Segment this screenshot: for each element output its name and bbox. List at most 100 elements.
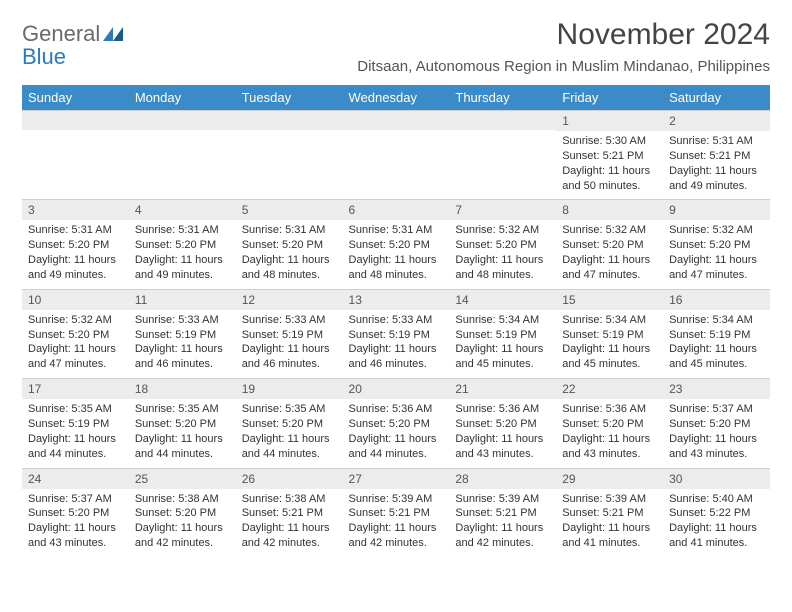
- sunset-line: Sunset: 5:21 PM: [242, 506, 337, 521]
- daynum: 9: [663, 199, 770, 220]
- sunset-line: Sunset: 5:20 PM: [349, 417, 444, 432]
- calendar-row: 1Sunrise: 5:30 AMSunset: 5:21 PMDaylight…: [22, 110, 770, 199]
- daynum: 17: [22, 378, 129, 399]
- sunrise-line: Sunrise: 5:31 AM: [135, 223, 230, 238]
- weekday-header: Sunday: [22, 85, 129, 110]
- daynum: 20: [343, 378, 450, 399]
- day-info: Sunrise: 5:34 AMSunset: 5:19 PMDaylight:…: [556, 310, 663, 378]
- sunrise-line: Sunrise: 5:37 AM: [28, 492, 123, 507]
- calendar-cell: 27Sunrise: 5:39 AMSunset: 5:21 PMDayligh…: [343, 468, 450, 557]
- title-block: November 2024 Ditsaan, Autonomous Region…: [357, 18, 770, 83]
- daynum: 7: [449, 199, 556, 220]
- calendar-cell: 24Sunrise: 5:37 AMSunset: 5:20 PMDayligh…: [22, 468, 129, 557]
- calendar-head: SundayMondayTuesdayWednesdayThursdayFrid…: [22, 85, 770, 110]
- daynum: 10: [22, 289, 129, 310]
- daylight-line: Daylight: 11 hours and 42 minutes.: [455, 521, 550, 551]
- sunset-line: Sunset: 5:20 PM: [28, 506, 123, 521]
- daylight-line: Daylight: 11 hours and 42 minutes.: [349, 521, 444, 551]
- weekday-header: Friday: [556, 85, 663, 110]
- daylight-line: Daylight: 11 hours and 44 minutes.: [135, 432, 230, 462]
- sunset-line: Sunset: 5:20 PM: [28, 238, 123, 253]
- day-info: Sunrise: 5:31 AMSunset: 5:20 PMDaylight:…: [236, 220, 343, 288]
- sunset-line: Sunset: 5:21 PM: [349, 506, 444, 521]
- day-info: Sunrise: 5:39 AMSunset: 5:21 PMDaylight:…: [449, 489, 556, 557]
- sunset-line: Sunset: 5:19 PM: [135, 328, 230, 343]
- day-info: Sunrise: 5:34 AMSunset: 5:19 PMDaylight:…: [449, 310, 556, 378]
- weekday-header: Monday: [129, 85, 236, 110]
- calendar-row: 3Sunrise: 5:31 AMSunset: 5:20 PMDaylight…: [22, 199, 770, 288]
- sunrise-line: Sunrise: 5:38 AM: [242, 492, 337, 507]
- daynum: 25: [129, 468, 236, 489]
- calendar-cell: [236, 110, 343, 199]
- logo-text-1: General: [22, 21, 100, 46]
- day-info: Sunrise: 5:33 AMSunset: 5:19 PMDaylight:…: [129, 310, 236, 378]
- weekday-header: Tuesday: [236, 85, 343, 110]
- daynum: 12: [236, 289, 343, 310]
- daynum: 16: [663, 289, 770, 310]
- day-info: Sunrise: 5:31 AMSunset: 5:20 PMDaylight:…: [22, 220, 129, 288]
- month-title: November 2024: [357, 18, 770, 52]
- sunrise-line: Sunrise: 5:37 AM: [669, 402, 764, 417]
- logo-text: General Blue: [22, 22, 123, 68]
- daynum: 1: [556, 110, 663, 131]
- sunset-line: Sunset: 5:20 PM: [135, 238, 230, 253]
- calendar-cell: 5Sunrise: 5:31 AMSunset: 5:20 PMDaylight…: [236, 199, 343, 288]
- calendar-cell: 17Sunrise: 5:35 AMSunset: 5:19 PMDayligh…: [22, 378, 129, 467]
- sunset-line: Sunset: 5:19 PM: [242, 328, 337, 343]
- sunrise-line: Sunrise: 5:34 AM: [669, 313, 764, 328]
- daynum: 30: [663, 468, 770, 489]
- daynum-blank: [129, 110, 236, 130]
- day-info: Sunrise: 5:32 AMSunset: 5:20 PMDaylight:…: [449, 220, 556, 288]
- calendar-cell: [22, 110, 129, 199]
- calendar-cell: 28Sunrise: 5:39 AMSunset: 5:21 PMDayligh…: [449, 468, 556, 557]
- sunrise-line: Sunrise: 5:36 AM: [562, 402, 657, 417]
- sunrise-line: Sunrise: 5:32 AM: [455, 223, 550, 238]
- daynum: 28: [449, 468, 556, 489]
- calendar-cell: 25Sunrise: 5:38 AMSunset: 5:20 PMDayligh…: [129, 468, 236, 557]
- daylight-line: Daylight: 11 hours and 43 minutes.: [562, 432, 657, 462]
- sunrise-line: Sunrise: 5:31 AM: [28, 223, 123, 238]
- daylight-line: Daylight: 11 hours and 49 minutes.: [28, 253, 123, 283]
- calendar-cell: 7Sunrise: 5:32 AMSunset: 5:20 PMDaylight…: [449, 199, 556, 288]
- calendar-cell: 9Sunrise: 5:32 AMSunset: 5:20 PMDaylight…: [663, 199, 770, 288]
- sunrise-line: Sunrise: 5:36 AM: [349, 402, 444, 417]
- calendar-cell: 4Sunrise: 5:31 AMSunset: 5:20 PMDaylight…: [129, 199, 236, 288]
- day-info: Sunrise: 5:36 AMSunset: 5:20 PMDaylight:…: [449, 399, 556, 467]
- daynum-blank: [449, 110, 556, 130]
- sunrise-line: Sunrise: 5:39 AM: [562, 492, 657, 507]
- sunset-line: Sunset: 5:20 PM: [455, 238, 550, 253]
- calendar-cell: 26Sunrise: 5:38 AMSunset: 5:21 PMDayligh…: [236, 468, 343, 557]
- sunset-line: Sunset: 5:21 PM: [455, 506, 550, 521]
- daynum-blank: [22, 110, 129, 130]
- logo: General Blue: [22, 22, 123, 68]
- calendar-cell: 20Sunrise: 5:36 AMSunset: 5:20 PMDayligh…: [343, 378, 450, 467]
- sunset-line: Sunset: 5:20 PM: [349, 238, 444, 253]
- daylight-line: Daylight: 11 hours and 45 minutes.: [669, 342, 764, 372]
- weekday-header: Wednesday: [343, 85, 450, 110]
- sunrise-line: Sunrise: 5:32 AM: [562, 223, 657, 238]
- calendar-row: 10Sunrise: 5:32 AMSunset: 5:20 PMDayligh…: [22, 289, 770, 378]
- daynum: 8: [556, 199, 663, 220]
- calendar-cell: 18Sunrise: 5:35 AMSunset: 5:20 PMDayligh…: [129, 378, 236, 467]
- daynum: 23: [663, 378, 770, 399]
- daylight-line: Daylight: 11 hours and 43 minutes.: [455, 432, 550, 462]
- calendar-cell: 3Sunrise: 5:31 AMSunset: 5:20 PMDaylight…: [22, 199, 129, 288]
- calendar-table: SundayMondayTuesdayWednesdayThursdayFrid…: [22, 85, 770, 557]
- daylight-line: Daylight: 11 hours and 46 minutes.: [135, 342, 230, 372]
- day-info: Sunrise: 5:33 AMSunset: 5:19 PMDaylight:…: [236, 310, 343, 378]
- day-info: Sunrise: 5:32 AMSunset: 5:20 PMDaylight:…: [22, 310, 129, 378]
- daynum: 26: [236, 468, 343, 489]
- daylight-line: Daylight: 11 hours and 46 minutes.: [242, 342, 337, 372]
- daylight-line: Daylight: 11 hours and 45 minutes.: [562, 342, 657, 372]
- sunrise-line: Sunrise: 5:39 AM: [455, 492, 550, 507]
- calendar-cell: [449, 110, 556, 199]
- location-text: Ditsaan, Autonomous Region in Muslim Min…: [357, 58, 770, 75]
- sunset-line: Sunset: 5:22 PM: [669, 506, 764, 521]
- logo-text-2: Blue: [22, 44, 66, 69]
- daylight-line: Daylight: 11 hours and 49 minutes.: [669, 164, 764, 194]
- sunset-line: Sunset: 5:20 PM: [28, 328, 123, 343]
- daynum: 27: [343, 468, 450, 489]
- sunset-line: Sunset: 5:19 PM: [28, 417, 123, 432]
- calendar-page: General Blue November 2024 Ditsaan, Auto…: [0, 0, 792, 569]
- sunrise-line: Sunrise: 5:32 AM: [669, 223, 764, 238]
